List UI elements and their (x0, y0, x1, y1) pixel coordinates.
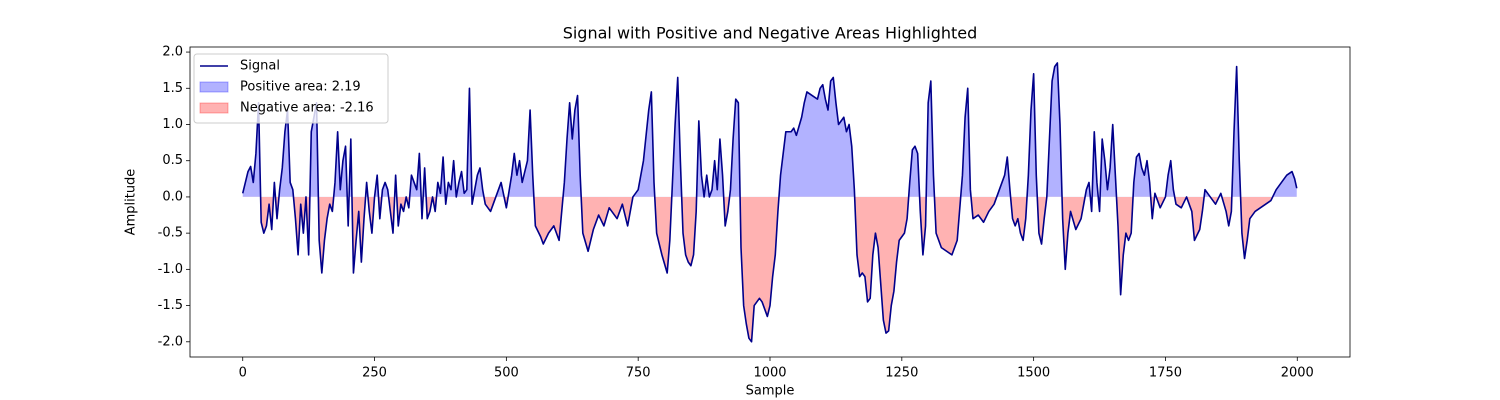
y-tick-label: 1.0 (162, 117, 183, 132)
legend-box (193, 53, 389, 124)
y-tick-label: 0.0 (162, 189, 183, 204)
x-tick-label: 2000 (1281, 366, 1314, 381)
y-tick-label: -1.0 (158, 262, 183, 277)
y-tick-label: -0.5 (158, 226, 183, 241)
y-tick-label: 2.0 (162, 45, 183, 60)
y-axis-label: Amplitude (124, 169, 139, 236)
y-tick-label: -2.0 (158, 334, 183, 349)
legend-patch (199, 102, 229, 114)
x-tick-label: 250 (362, 366, 387, 381)
x-tick-label: 1500 (1017, 366, 1050, 381)
legend-label: Positive area: 2.19 (240, 80, 361, 95)
x-tick-label: 500 (494, 366, 519, 381)
x-tick-label: 750 (626, 366, 651, 381)
x-tick-label: 0 (239, 366, 247, 381)
x-tick-label: 1750 (1149, 366, 1182, 381)
y-tick-label: 1.5 (162, 81, 183, 96)
y-tick-label: -1.5 (158, 298, 183, 313)
x-tick-label: 1000 (753, 366, 786, 381)
chart-title: Signal with Positive and Negative Areas … (563, 24, 978, 43)
legend-label: Signal (240, 59, 280, 74)
legend-patch (199, 81, 229, 93)
y-tick-label: 0.5 (162, 153, 183, 168)
fill-area (242, 62, 1297, 197)
fill-area (242, 196, 1297, 342)
x-axis-label: Sample (746, 384, 795, 399)
legend: Signal Positive area: 2.19 Negative area: … (193, 53, 389, 124)
x-tick-label: 1250 (885, 366, 918, 381)
legend-label: Negative area: -2.16 (240, 101, 374, 116)
signal-line (241, 62, 1298, 343)
